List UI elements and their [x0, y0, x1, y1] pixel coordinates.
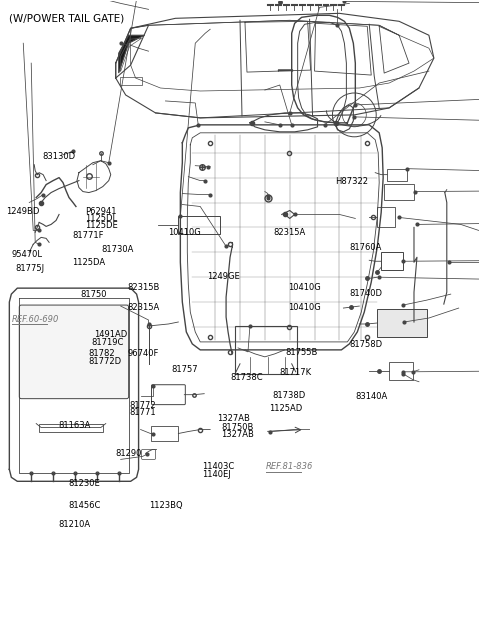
Text: 81738D: 81738D [272, 390, 305, 400]
Text: 82315A: 82315A [274, 229, 306, 238]
Text: 83130D: 83130D [42, 152, 75, 160]
Text: 96740F: 96740F [128, 349, 159, 358]
Text: 81210A: 81210A [59, 520, 91, 529]
Text: 81772D: 81772D [88, 358, 121, 367]
Text: H87322: H87322 [336, 177, 369, 186]
Text: 81163A: 81163A [59, 421, 91, 430]
Text: 10410G: 10410G [288, 283, 321, 292]
Text: 81755B: 81755B [285, 348, 318, 357]
Text: 81750B: 81750B [221, 422, 253, 431]
Polygon shape [119, 35, 144, 73]
Text: 82315A: 82315A [128, 303, 160, 312]
Text: 1140EJ: 1140EJ [202, 470, 230, 479]
Text: 82315B: 82315B [128, 282, 160, 291]
Text: 1125AD: 1125AD [269, 404, 302, 413]
Text: 95470L: 95470L [12, 250, 43, 259]
Text: 1249BD: 1249BD [6, 207, 39, 216]
Text: 81758D: 81758D [350, 340, 383, 349]
Text: 81771: 81771 [129, 408, 156, 417]
Text: 81730A: 81730A [102, 245, 134, 254]
Text: 81772: 81772 [129, 401, 156, 410]
Text: P62941: P62941 [85, 207, 117, 216]
Text: 1125DE: 1125DE [85, 221, 118, 230]
Text: 81456C: 81456C [68, 501, 101, 510]
Text: 81757: 81757 [171, 365, 198, 374]
FancyBboxPatch shape [377, 309, 427, 337]
Text: 1491AD: 1491AD [95, 330, 128, 339]
Text: 1123BQ: 1123BQ [149, 501, 183, 510]
Text: 10410G: 10410G [288, 303, 321, 312]
Text: 1327AB: 1327AB [217, 413, 250, 422]
Text: (W/POWER TAIL GATE): (W/POWER TAIL GATE) [9, 13, 125, 23]
Text: 10410G: 10410G [168, 229, 201, 238]
Text: REF.60-690: REF.60-690 [12, 315, 59, 324]
Text: 1327AB: 1327AB [221, 430, 254, 439]
Text: 81771F: 81771F [72, 231, 104, 240]
Text: 1249GE: 1249GE [206, 272, 240, 281]
Text: 81740D: 81740D [350, 289, 383, 298]
Text: 81290: 81290 [115, 449, 141, 458]
Text: 1125DL: 1125DL [85, 214, 117, 223]
Text: 81775J: 81775J [16, 264, 45, 273]
Text: 81750: 81750 [80, 290, 107, 299]
Text: 81782: 81782 [88, 349, 115, 358]
Text: 81717K: 81717K [280, 368, 312, 377]
Text: 81719C: 81719C [91, 338, 123, 347]
Text: 1125DA: 1125DA [72, 257, 105, 266]
Text: 81230E: 81230E [68, 479, 100, 488]
FancyBboxPatch shape [19, 305, 129, 399]
Text: 11403C: 11403C [202, 462, 234, 471]
Text: 83140A: 83140A [356, 392, 388, 401]
Text: 81738C: 81738C [230, 373, 263, 382]
Text: REF.81-836: REF.81-836 [266, 462, 313, 471]
Text: 81760A: 81760A [350, 243, 382, 252]
